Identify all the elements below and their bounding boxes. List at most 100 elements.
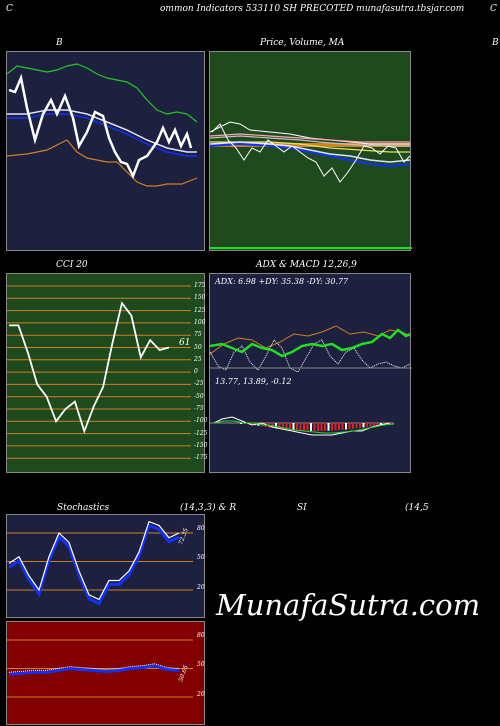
stoch-tick-50: 50 bbox=[197, 554, 205, 561]
macd-histogram-bar bbox=[275, 423, 277, 429]
cci-line bbox=[9, 301, 170, 434]
macd-histogram-bar bbox=[341, 423, 344, 430]
ma-white-lower bbox=[210, 141, 411, 163]
header-title: ommon Indicators 533110 SH PRECOTED muna… bbox=[160, 4, 465, 14]
b-price-line bbox=[8, 73, 193, 180]
b-panel-chart bbox=[7, 63, 198, 187]
cci-tick-label: 150 bbox=[194, 294, 206, 302]
adx-panel-title: ADX & MACD 12,26,9 bbox=[256, 260, 357, 270]
cci-tick-label: 100 bbox=[194, 318, 206, 326]
stochastics-chart bbox=[7, 520, 193, 606]
macd-signal-line bbox=[213, 420, 395, 434]
stoch-tick-80: 80 bbox=[197, 525, 205, 532]
macd-histogram-bar bbox=[310, 423, 312, 431]
rsi-smooth-line bbox=[8, 664, 180, 676]
rsi-tick-50: 50 bbox=[197, 661, 205, 668]
b-panel-title: B bbox=[56, 38, 63, 48]
price-panel-title: Price, Volume, MA bbox=[260, 38, 345, 48]
macd-histogram-bar bbox=[296, 423, 298, 431]
rsi-line bbox=[8, 663, 180, 673]
macd-chart bbox=[210, 416, 395, 436]
macd-histogram-bar bbox=[327, 423, 330, 431]
stoch-title-mid: (14,3,3) & R bbox=[180, 503, 237, 513]
macd-values: 13.77, 13.89, -0.12 bbox=[215, 377, 292, 386]
macd-line bbox=[213, 416, 391, 436]
macd-histogram-bar bbox=[380, 423, 382, 425]
macd-histogram-bar bbox=[390, 423, 393, 424]
macd-histogram-bar bbox=[345, 423, 347, 430]
cci-value-label: 61 bbox=[179, 338, 191, 348]
macd-histogram-bar bbox=[338, 423, 340, 431]
macd-histogram-bar bbox=[289, 423, 291, 430]
cci-tick-label: -175 bbox=[194, 454, 208, 462]
cci-tick-label: -25 bbox=[194, 380, 204, 388]
cci-tick-label: 25 bbox=[194, 355, 202, 363]
price-panel bbox=[209, 51, 412, 251]
header-left-char: C bbox=[6, 4, 13, 14]
macd-histogram-bar bbox=[313, 423, 316, 431]
cci-tick-label: 50 bbox=[194, 343, 202, 351]
stochastics-panel: 80 50 20 72.35 bbox=[6, 514, 205, 618]
rsi-tick-80: 80 bbox=[197, 632, 205, 639]
cci-panel: 61 175 150 125 100 75 50 25 0 -25 -50 -75 -100 -125 -… bbox=[6, 273, 208, 473]
macd-histogram-bar bbox=[317, 423, 319, 431]
ma-blue bbox=[210, 142, 411, 168]
rsi-title-right: (14,5 bbox=[405, 503, 429, 513]
cci-tick-label: -125 bbox=[194, 429, 208, 437]
cci-chart bbox=[7, 285, 191, 459]
macd-histogram-bar bbox=[334, 423, 337, 431]
adx-plus-di-line bbox=[210, 325, 411, 355]
macd-histogram bbox=[240, 423, 393, 431]
macd-histogram-bar bbox=[292, 423, 295, 431]
watermark: MunafaSutra.com bbox=[216, 588, 481, 622]
cci-tick-label: -150 bbox=[194, 441, 208, 449]
rsi-chart bbox=[7, 639, 193, 698]
macd-histogram-bar bbox=[282, 423, 284, 430]
macd-histogram-bar bbox=[299, 423, 302, 431]
macd-histogram-bar bbox=[285, 423, 288, 430]
macd-histogram-bar bbox=[362, 423, 365, 428]
macd-histogram-bar bbox=[324, 423, 326, 431]
adx-chart bbox=[210, 325, 412, 373]
adx-macd-panel: ADX: 6.98 +DY: 35.38 -DY: 30.77 13.77, 1… bbox=[209, 273, 412, 473]
adx-minus-di-line bbox=[210, 339, 411, 373]
ma-pink bbox=[210, 133, 410, 143]
macd-histogram-bar bbox=[366, 423, 368, 427]
header-right-char: C bbox=[490, 4, 497, 14]
macd-histogram-bar bbox=[369, 423, 372, 427]
ma-upper-white bbox=[210, 121, 410, 145]
cci-tick-label: 75 bbox=[194, 331, 202, 339]
ma-gray bbox=[210, 135, 410, 147]
macd-histogram-bar bbox=[331, 423, 333, 431]
cci-tick-label: -75 bbox=[194, 405, 204, 412]
macd-histogram-bar bbox=[352, 423, 354, 429]
price-panel-edge-label: B bbox=[492, 38, 499, 48]
macd-histogram-bar bbox=[320, 423, 323, 431]
cci-panel-title: CCI 20 bbox=[56, 260, 88, 270]
price-panel-chart bbox=[210, 121, 412, 249]
cci-tick-label: -100 bbox=[194, 417, 208, 425]
stoch-k-line bbox=[8, 520, 180, 601]
macd-histogram-bar bbox=[383, 423, 386, 425]
stoch-tick-20: 20 bbox=[197, 584, 205, 591]
rsi-title-mid: SI bbox=[297, 503, 307, 513]
macd-histogram-bar bbox=[303, 423, 305, 431]
b-ma-white bbox=[7, 109, 197, 153]
b-panel bbox=[6, 51, 205, 251]
adx-values: ADX: 6.98 +DY: 35.38 -DY: 30.77 bbox=[215, 277, 349, 286]
cci-tick-label: 175 bbox=[194, 282, 206, 289]
macd-histogram-bar bbox=[257, 423, 260, 426]
macd-histogram-bar bbox=[355, 423, 358, 429]
macd-histogram-bar bbox=[373, 423, 375, 426]
macd-histogram-bar bbox=[240, 423, 242, 424]
b-upper-band bbox=[7, 63, 198, 123]
macd-histogram-bar bbox=[348, 423, 351, 430]
macd-histogram-bar bbox=[250, 423, 253, 425]
price-close-line bbox=[211, 123, 411, 183]
cci-tick-label: -50 bbox=[194, 392, 204, 400]
b-lower-band bbox=[7, 139, 198, 187]
rsi-panel: 80 50 20 50.65 bbox=[6, 621, 205, 725]
macd-histogram-bar bbox=[306, 423, 309, 431]
stoch-title-left: Stochastics bbox=[57, 503, 110, 513]
stoch-d-line bbox=[8, 523, 180, 606]
